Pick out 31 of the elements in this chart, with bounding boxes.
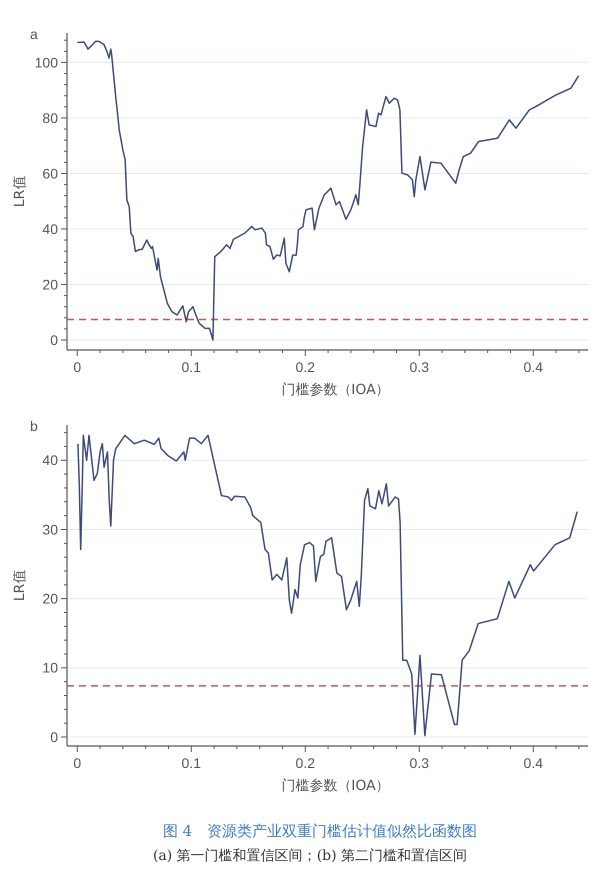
y-tick-label: 60: [42, 165, 58, 182]
x-tick-label: 0.2: [296, 755, 316, 771]
x-tick-label: 0: [73, 755, 82, 771]
y-tick-label: 20: [42, 590, 58, 607]
x-tick-label: 0: [73, 359, 82, 375]
x-tick-label: 0.4: [524, 755, 544, 771]
x-tick-label: 0.1: [182, 359, 202, 375]
x-tick-label: 0.3: [410, 755, 430, 771]
text: (a) 第一门槛和置信区间；(b) 第二门槛和置信区间: [152, 848, 468, 864]
x-axis-title: 门槛参数（IOA）: [281, 382, 390, 398]
y-tick-label: 40: [42, 452, 58, 468]
x-axis-title: 门槛参数（IOA）: [281, 778, 390, 794]
y-tick-label: 0: [50, 728, 58, 745]
y-tick-label: 20: [42, 276, 58, 292]
y-tick-label: 10: [42, 660, 58, 676]
y-tick-label: 0: [50, 332, 58, 348]
chart-title: b: [30, 418, 38, 434]
chart-title: a: [30, 26, 38, 42]
y-tick-label: 40: [42, 220, 58, 237]
x-tick-label: 0.1: [182, 755, 202, 771]
line-series: [77, 434, 578, 736]
y-axis-title: LR值: [12, 570, 28, 602]
y-axis-title: LR值: [12, 176, 28, 208]
y-tick-label: 100: [34, 54, 58, 70]
x-tick-label: 0.2: [296, 359, 316, 375]
line-series: [77, 40, 580, 341]
y-tick-label: 80: [42, 110, 58, 126]
caption: 图 4 资源类产业双重门槛估计值似然比函数图: [162, 822, 478, 840]
y-tick-label: 30: [42, 521, 58, 538]
x-tick-label: 0.4: [524, 359, 544, 375]
x-tick-label: 0.3: [410, 359, 430, 375]
